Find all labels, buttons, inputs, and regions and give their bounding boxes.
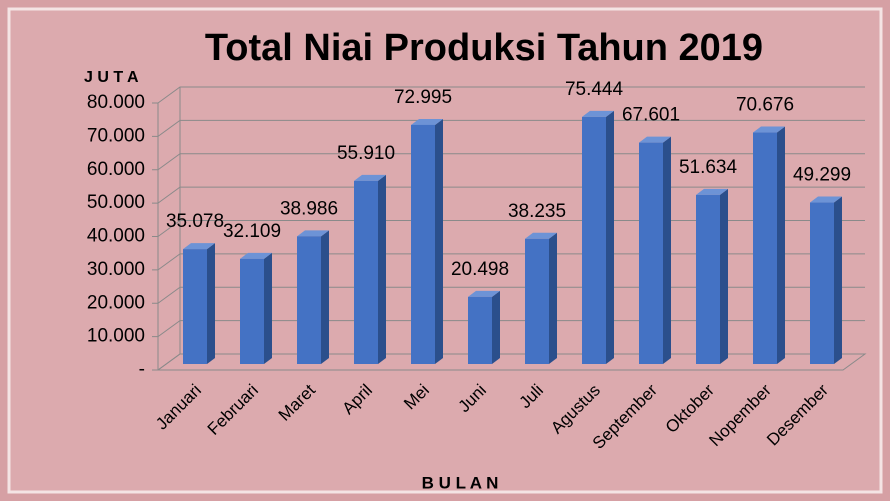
bar-top — [639, 136, 671, 143]
bar-side — [435, 118, 443, 364]
bar — [696, 194, 720, 364]
data-label: 55.910 — [337, 143, 395, 164]
grid-line — [157, 320, 865, 338]
x-axis-label: B U L A N — [422, 473, 499, 492]
data-label: 35.078 — [166, 211, 224, 232]
y-tick-label: 10.000 — [87, 326, 145, 347]
bar-side — [492, 290, 500, 364]
bar-top — [240, 252, 272, 259]
bar — [240, 258, 264, 364]
grid-line — [157, 186, 865, 204]
data-label: 20.498 — [451, 259, 509, 280]
bar-side — [549, 232, 557, 364]
bar-side — [606, 110, 614, 364]
bar-top — [297, 230, 329, 237]
grid-line — [157, 286, 865, 304]
data-label: 38.235 — [508, 201, 566, 222]
y-tick-label: 80.000 — [87, 92, 145, 113]
grid-line — [157, 253, 865, 271]
y-tick-label: 20.000 — [87, 292, 145, 313]
bar-side — [321, 230, 329, 364]
bar-side — [207, 243, 215, 364]
bar — [297, 236, 321, 364]
bar-top — [810, 196, 842, 203]
data-label: 32.109 — [223, 221, 281, 242]
grid-line — [157, 86, 865, 104]
y-tick-label: - — [139, 359, 145, 380]
y-tick-label: 30.000 — [87, 259, 145, 280]
data-label: 72.995 — [394, 87, 452, 108]
chart-frame — [7, 7, 883, 494]
bar-top — [411, 118, 443, 125]
bar-side — [663, 136, 671, 364]
bar — [354, 180, 378, 364]
bar — [183, 249, 207, 364]
bar-top — [753, 126, 785, 133]
y-tick-label: 50.000 — [87, 192, 145, 213]
data-label: 70.676 — [736, 95, 794, 116]
bar-side — [720, 188, 728, 364]
grid-line — [157, 220, 865, 237]
bar — [582, 116, 606, 364]
bar — [411, 124, 435, 364]
data-label: 38.986 — [280, 198, 338, 219]
y-tick-label: 40.000 — [87, 226, 145, 247]
bar-side — [264, 252, 272, 364]
chart-title: Total Niai Produksi Tahun 2019 — [205, 27, 763, 69]
y-tick-label: 60.000 — [87, 159, 145, 180]
bar — [810, 202, 834, 364]
data-label: 75.444 — [565, 79, 624, 100]
y-axis-label: J U T A — [84, 69, 139, 86]
bar-top — [354, 174, 386, 181]
grid-line — [157, 119, 865, 137]
data-label: 49.299 — [793, 165, 851, 186]
bar-side — [777, 126, 785, 364]
bar-top — [525, 232, 557, 239]
data-label: 51.634 — [679, 157, 738, 178]
bar — [468, 296, 492, 364]
data-label: 67.601 — [622, 105, 680, 126]
y-tick-label: 70.000 — [87, 125, 145, 146]
bar — [525, 238, 549, 364]
bar-side — [378, 174, 386, 364]
grid-line — [157, 153, 865, 171]
bar-top — [696, 188, 728, 195]
bar-side — [834, 196, 842, 364]
bar-top — [183, 243, 215, 250]
bar — [639, 142, 663, 364]
bar-top — [582, 110, 614, 117]
bar — [753, 132, 777, 364]
bar-top — [468, 290, 500, 297]
grid-line — [157, 353, 865, 371]
